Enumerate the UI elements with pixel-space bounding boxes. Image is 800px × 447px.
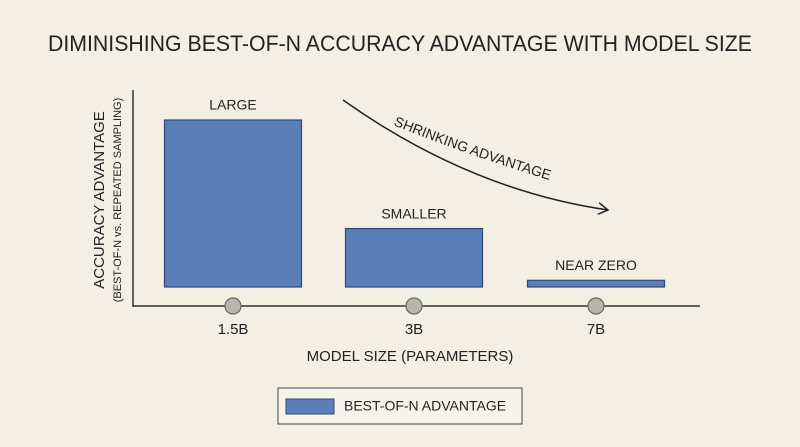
x-tick-label: 1.5B — [218, 321, 249, 338]
legend: BEST-OF-N ADVANTAGE — [277, 387, 523, 425]
bar — [344, 227, 484, 288]
legend-label: BEST-OF-N ADVANTAGE — [344, 398, 506, 414]
bar-annotation: LARGE — [209, 97, 256, 113]
x-tick-label: 7B — [587, 321, 605, 338]
y-axis-subtitle: (BEST-OF-N vs. REPEATED SAMPLING) — [112, 98, 124, 303]
x-axis-title: MODEL SIZE (PARAMETERS) — [307, 348, 514, 365]
trend-arrow — [342, 99, 608, 210]
bar-annotation: SMALLER — [381, 205, 446, 221]
legend-swatch — [285, 398, 335, 415]
x-tick-marker — [587, 297, 605, 315]
y-axis-title: ACCURACY ADVANTAGE — [91, 111, 108, 289]
bar-annotation: NEAR ZERO — [555, 257, 637, 273]
x-tick-marker — [405, 297, 423, 315]
x-tick-marker — [224, 297, 242, 315]
x-tick-label: 3B — [405, 321, 423, 338]
bar — [163, 119, 303, 288]
chart-title: DIMINISHING BEST-OF-N ACCURACY ADVANTAGE… — [48, 31, 752, 56]
bar — [526, 279, 666, 288]
